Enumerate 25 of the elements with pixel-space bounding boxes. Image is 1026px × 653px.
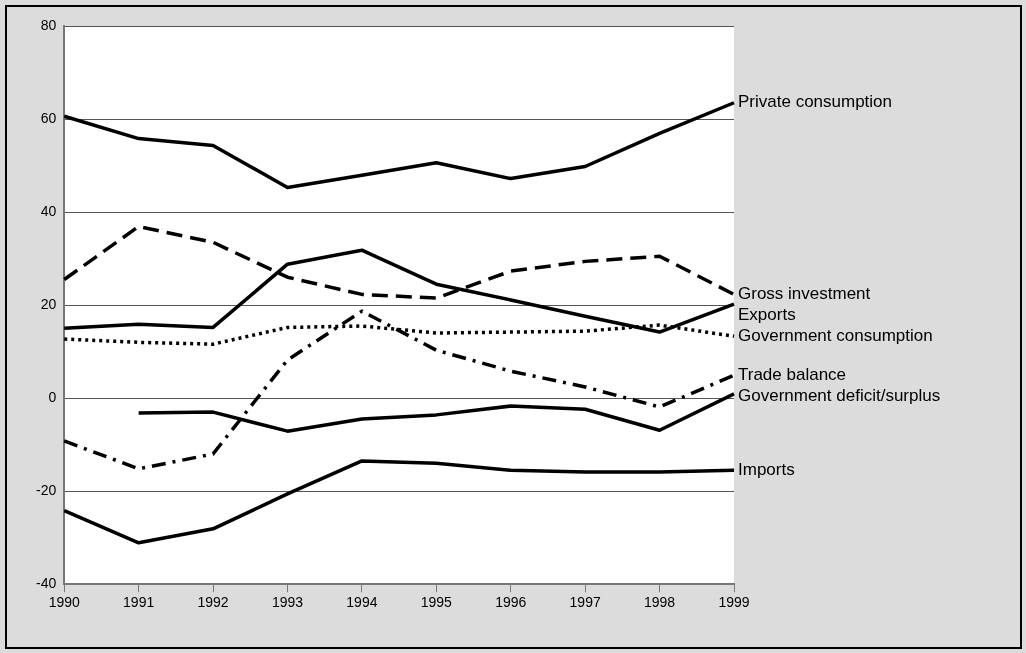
series-label: Imports bbox=[738, 459, 795, 479]
x-tick-label: 1996 bbox=[495, 594, 527, 611]
x-tick-label: 1992 bbox=[197, 594, 229, 611]
x-tick-label: 1999 bbox=[718, 594, 750, 611]
x-tick-label: 1991 bbox=[123, 594, 155, 611]
x-tick-label: 1995 bbox=[420, 594, 453, 611]
series-label: Private consumption bbox=[738, 92, 893, 112]
series-label: Exports bbox=[738, 305, 796, 325]
x-tick-label: 1994 bbox=[346, 594, 378, 611]
series-label: Gross investment bbox=[738, 284, 871, 304]
x-tick-label: 1993 bbox=[271, 594, 304, 611]
y-tick-label: -20 bbox=[36, 482, 57, 499]
y-tick-label: 0 bbox=[48, 388, 57, 405]
x-tick-label: 1997 bbox=[569, 594, 601, 611]
x-tick-label: 1990 bbox=[48, 594, 81, 611]
y-tick-label: 80 bbox=[40, 16, 57, 33]
y-tick-label: 60 bbox=[40, 109, 57, 126]
y-tick-label: -40 bbox=[36, 575, 57, 592]
x-tick-label: 1998 bbox=[644, 594, 676, 611]
series-label: Government consumption bbox=[738, 326, 933, 346]
series-label: Trade balance bbox=[738, 365, 847, 385]
y-tick-label: 20 bbox=[40, 295, 57, 312]
series-label: Government deficit/surplus bbox=[738, 386, 941, 406]
y-tick-label: 40 bbox=[40, 202, 57, 219]
line-series bbox=[62, 309, 736, 471]
